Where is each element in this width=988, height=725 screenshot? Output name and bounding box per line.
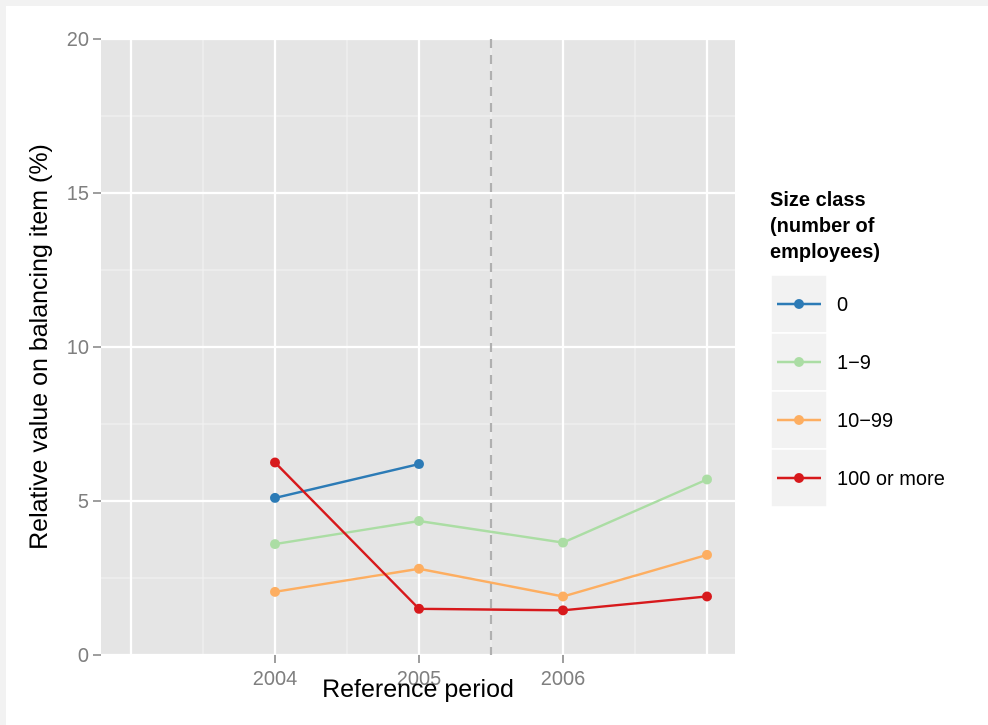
- legend-title-line: (number of: [770, 215, 875, 237]
- x-tick-label: 2004: [253, 668, 298, 690]
- data-point-0-1: [414, 459, 424, 470]
- data-point-3-0: [270, 457, 280, 468]
- y-tick-label: 15: [67, 183, 89, 205]
- data-point-2-3: [702, 549, 712, 560]
- line-chart: 0 5 10 15 20 2004 2005 2006 Reference period Rela…: [25, 29, 945, 703]
- data-point-2-2: [558, 591, 568, 602]
- data-point-1-0: [270, 539, 280, 550]
- data-point-2-0: [270, 586, 280, 597]
- legend-key-point-1: [794, 357, 804, 367]
- legend-label-1: 1−9: [837, 352, 871, 374]
- series-line-3: [274, 461, 708, 612]
- series-line-1: [274, 478, 708, 546]
- y-tick-label: 5: [78, 491, 89, 513]
- legend-key-point-2: [794, 415, 804, 425]
- series-line-2: [274, 553, 708, 598]
- y-tick-label: 0: [78, 645, 89, 667]
- y-tick-label: 20: [67, 29, 89, 51]
- data-point-1-2: [558, 537, 568, 548]
- legend-key-point-0: [794, 299, 804, 309]
- data-point-2-1: [414, 563, 424, 574]
- data-point-0-0: [270, 492, 280, 503]
- legend-title-line: employees): [770, 241, 880, 263]
- data-point-1-1: [414, 516, 424, 527]
- legend-label-0: 0: [837, 294, 848, 316]
- data-point-1-3: [702, 474, 712, 485]
- x-axis-title: Reference period: [322, 675, 514, 703]
- legend-title-line: Size class: [770, 189, 866, 211]
- legend-key-point-3: [794, 473, 804, 483]
- x-tick-label: 2006: [541, 668, 586, 690]
- legend-label-2: 10−99: [837, 410, 893, 432]
- x-tick-label: 2005: [397, 668, 442, 690]
- y-tick-label: 10: [67, 337, 89, 359]
- series-line-0: [274, 462, 420, 500]
- data-point-3-1: [414, 603, 424, 614]
- y-axis-title: Relative value on balancing item (%): [25, 144, 53, 550]
- data-point-3-3: [702, 591, 712, 602]
- data-point-3-2: [558, 605, 568, 616]
- legend-label-3: 100 or more: [837, 468, 945, 490]
- chart-canvas: 0 5 10 15 20 2004 2005 2006 Reference period Rela…: [6, 6, 988, 725]
